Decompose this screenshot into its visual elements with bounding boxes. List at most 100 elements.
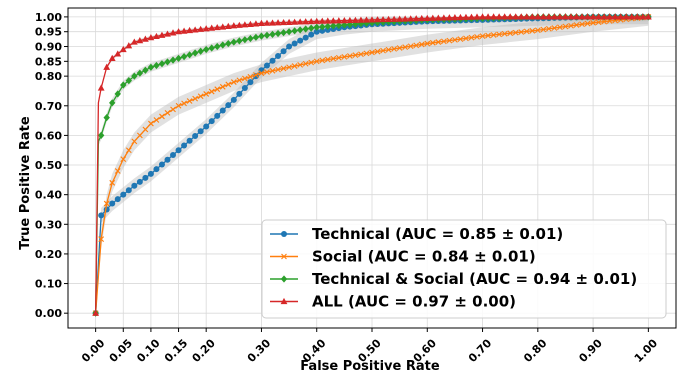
series-2-marker-20 (202, 45, 210, 54)
y-tick-label-5: 0.50 (35, 159, 62, 172)
series-1-marker-30 (258, 70, 265, 77)
series-2-marker-50 (368, 19, 376, 27)
series-3-marker-23 (219, 23, 227, 30)
series-1-marker-5 (120, 156, 127, 163)
series-3-marker-2 (103, 63, 111, 70)
series-1-marker-32 (269, 67, 276, 74)
series-0-marker-6 (125, 187, 132, 194)
series-0-marker-15 (175, 147, 182, 154)
series-1-marker-33 (275, 66, 281, 73)
series-1-marker-47 (352, 52, 359, 59)
series-0-marker-28 (247, 79, 254, 86)
series-0-marker-32 (269, 57, 276, 64)
series-3-marker-38 (302, 18, 310, 25)
series-0-marker-13 (164, 156, 171, 163)
series-0-marker-14 (170, 151, 177, 158)
series-3-marker-81 (539, 13, 547, 20)
legend-entry-2: Technical & Social (AUC = 0.94 ± 0.01) (270, 270, 637, 288)
series-3-marker-77 (517, 13, 525, 20)
series-3-marker-95 (617, 13, 625, 20)
series-1-marker-51 (374, 48, 381, 55)
series-1-marker-23 (219, 83, 226, 90)
series-1-marker-27 (241, 75, 248, 82)
series-2-marker-34 (280, 28, 287, 37)
series-0-marker-31 (263, 62, 270, 69)
series-1-marker-74 (501, 30, 508, 37)
series-3-marker-24 (224, 22, 232, 29)
series-1-marker-13 (164, 109, 171, 116)
series-2-marker-21 (208, 44, 215, 52)
series-0-marker-12 (158, 161, 165, 168)
series-3-marker-98 (633, 13, 641, 20)
legend-entry-1: Social (AUC = 0.84 ± 0.01) (270, 248, 536, 266)
series-3-marker-25 (230, 22, 238, 29)
series-3-marker-55 (396, 15, 404, 22)
series-1-marker-70 (479, 33, 486, 40)
series-3-marker-90 (589, 13, 597, 20)
legend-label-0: Technical (AUC = 0.85 ± 0.01) (312, 225, 563, 243)
series-1-marker-17 (186, 98, 193, 104)
series-3-marker-45 (340, 16, 348, 24)
series-3-marker-47 (352, 16, 359, 23)
series-3-marker-18 (191, 26, 199, 33)
series-2-marker-43 (330, 22, 337, 30)
series-2-marker-4 (114, 90, 121, 98)
series-2-marker-7 (131, 72, 138, 80)
series-2-marker-16 (180, 52, 188, 61)
series-1-marker-41 (319, 57, 326, 64)
series-1-marker-3 (109, 179, 116, 186)
x-axis-title: False Positive Rate (300, 359, 440, 373)
series-1-marker-2 (103, 200, 110, 207)
series-1-marker-19 (197, 93, 204, 100)
series-3-marker-65 (451, 14, 459, 21)
series-3-marker-57 (407, 15, 415, 22)
series-0-marker-16 (181, 142, 188, 149)
y-tick-label-10: 0.90 (35, 41, 62, 54)
y-tick-label-3: 0.30 (35, 218, 62, 231)
series-0-marker-23 (219, 107, 226, 114)
series-2-marker-13 (164, 58, 171, 66)
series-1-marker-9 (142, 126, 149, 133)
legend-entry-3: ALL (AUC = 0.97 ± 0.00) (270, 293, 516, 311)
series-lines (92, 13, 652, 317)
legend-label-3: ALL (AUC = 0.97 ± 0.00) (312, 293, 516, 311)
series-0-marker-39 (308, 31, 315, 38)
series-2-marker-26 (236, 37, 243, 45)
x-tick-label-11: 0.90 (576, 336, 605, 365)
series-1-marker-58 (413, 42, 420, 49)
series-3-marker-40 (313, 17, 321, 24)
series-0-marker-9 (142, 174, 149, 181)
series-3-marker-84 (556, 13, 564, 20)
series-1-marker-78 (523, 28, 530, 35)
y-tick-label-6: 0.60 (35, 129, 62, 142)
series-3-marker-70 (479, 13, 486, 20)
series-1-marker-63 (440, 38, 447, 45)
series-1-marker-56 (402, 44, 409, 51)
y-tick-label-11: 0.95 (35, 26, 62, 39)
series-2-marker-36 (291, 27, 298, 35)
series-3-marker-42 (324, 17, 332, 24)
series-3-marker-39 (307, 17, 315, 25)
series-3-marker-30 (258, 19, 265, 27)
series-2-marker-1 (97, 131, 105, 140)
series-2-marker-42 (324, 22, 331, 30)
series-1-marker-8 (136, 132, 143, 139)
series-0-marker-24 (225, 102, 232, 109)
series-0-marker-7 (131, 182, 138, 189)
series-3-marker-35 (285, 18, 293, 25)
series-3-marker-16 (180, 27, 188, 34)
series-1-marker-76 (512, 29, 519, 36)
series-0-marker-27 (241, 85, 248, 91)
series-3-marker-49 (363, 16, 370, 23)
series-0-marker-5 (120, 191, 127, 198)
series-1-marker-64 (446, 37, 453, 44)
series-1-marker-82 (545, 25, 552, 32)
series-1-marker-49 (363, 50, 370, 57)
series-1-marker-38 (302, 60, 309, 67)
series-1-marker-66 (457, 36, 464, 43)
series-3-marker-69 (473, 13, 481, 20)
series-3-marker-58 (412, 15, 420, 22)
series-1-marker-81 (540, 26, 547, 33)
series-3-marker-56 (401, 15, 409, 22)
